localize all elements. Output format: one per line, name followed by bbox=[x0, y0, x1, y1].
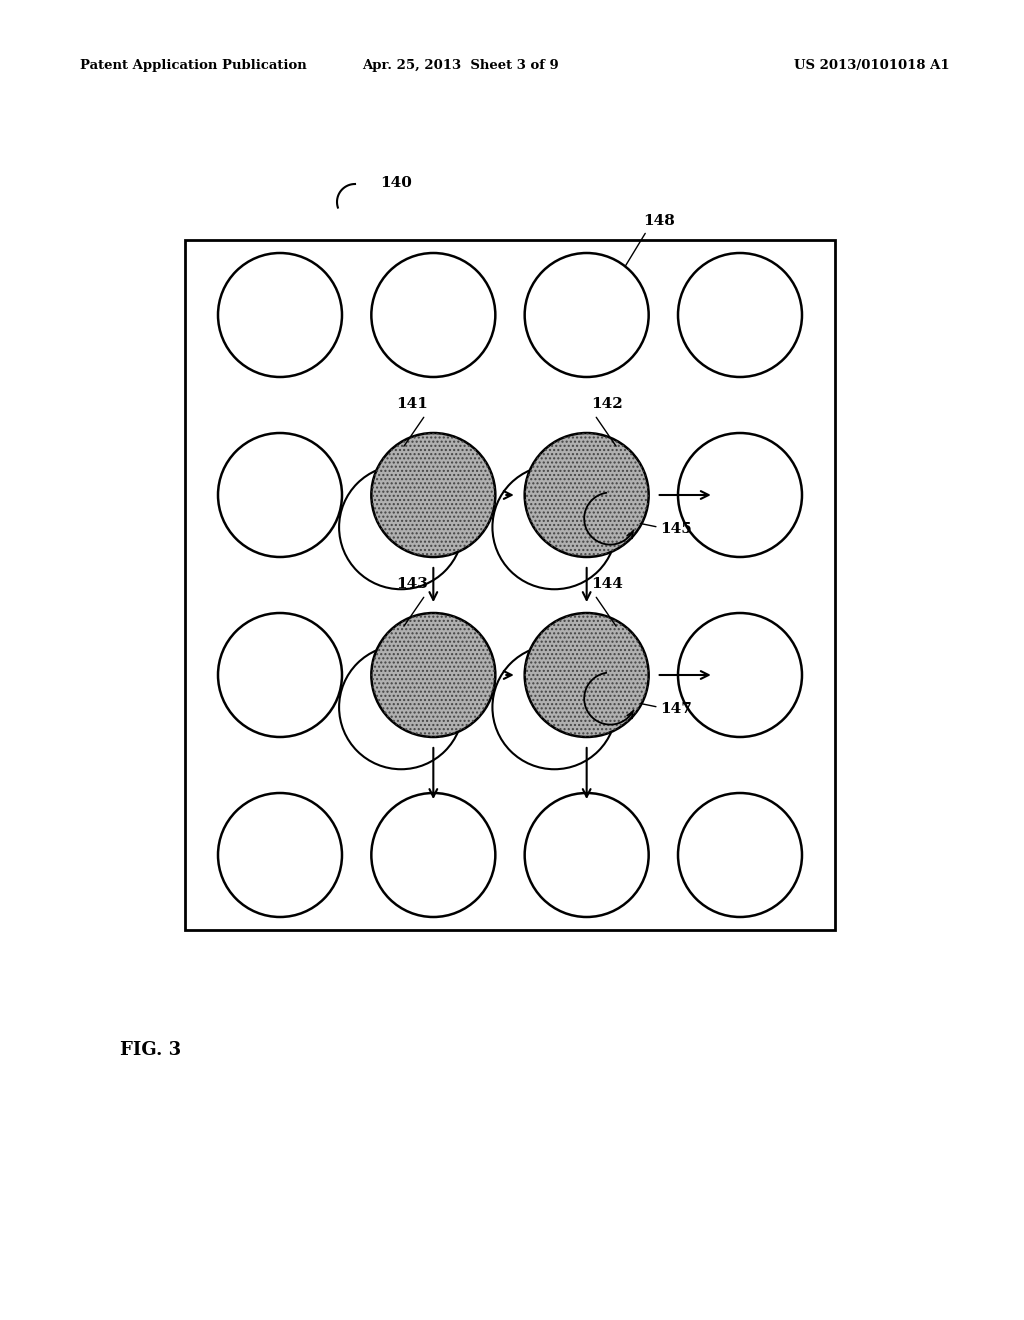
Circle shape bbox=[678, 612, 802, 737]
Circle shape bbox=[372, 612, 496, 737]
Text: Apr. 25, 2013  Sheet 3 of 9: Apr. 25, 2013 Sheet 3 of 9 bbox=[361, 58, 558, 71]
Circle shape bbox=[524, 433, 648, 557]
Circle shape bbox=[218, 793, 342, 917]
Text: 142: 142 bbox=[592, 397, 624, 411]
Text: 148: 148 bbox=[644, 214, 676, 228]
Circle shape bbox=[493, 465, 616, 589]
Text: 144: 144 bbox=[592, 577, 624, 591]
Circle shape bbox=[339, 645, 463, 770]
Circle shape bbox=[524, 253, 648, 378]
Circle shape bbox=[524, 612, 648, 737]
Circle shape bbox=[678, 793, 802, 917]
Circle shape bbox=[372, 253, 496, 378]
Circle shape bbox=[493, 645, 616, 770]
Circle shape bbox=[678, 433, 802, 557]
Text: US 2013/0101018 A1: US 2013/0101018 A1 bbox=[795, 58, 950, 71]
Circle shape bbox=[372, 433, 496, 557]
Circle shape bbox=[678, 253, 802, 378]
Text: 141: 141 bbox=[396, 397, 428, 411]
Circle shape bbox=[218, 433, 342, 557]
Bar bbox=[185, 240, 835, 931]
Circle shape bbox=[218, 612, 342, 737]
Text: 145: 145 bbox=[660, 523, 692, 536]
Text: Patent Application Publication: Patent Application Publication bbox=[80, 58, 307, 71]
Circle shape bbox=[372, 793, 496, 917]
Circle shape bbox=[524, 793, 648, 917]
Circle shape bbox=[339, 465, 463, 589]
Text: 147: 147 bbox=[660, 702, 692, 715]
Text: 143: 143 bbox=[396, 577, 428, 591]
Text: 140: 140 bbox=[380, 176, 412, 190]
Text: FIG. 3: FIG. 3 bbox=[120, 1041, 181, 1059]
Circle shape bbox=[218, 253, 342, 378]
